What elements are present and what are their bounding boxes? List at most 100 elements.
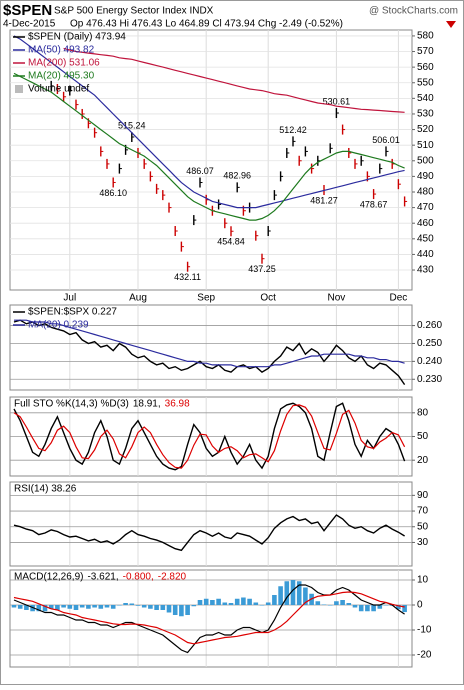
legend-label: MA(20) 0.239 — [28, 320, 89, 331]
price-bar — [186, 261, 189, 272]
histogram-bar — [253, 602, 259, 605]
histogram-bar — [377, 605, 383, 609]
x-tick-label: Oct — [260, 293, 276, 304]
y-tick-label: 90 — [417, 490, 429, 501]
price-annotation: 530.61 — [323, 96, 351, 106]
legend-label: MA(20) 495.30 — [28, 71, 95, 82]
histogram-bar — [92, 605, 97, 608]
histogram-bar — [86, 605, 91, 609]
price-bar — [155, 183, 158, 194]
series-line — [13, 584, 405, 654]
histogram-bar — [228, 603, 234, 605]
y-tick-label: 450 — [417, 233, 434, 244]
y-tick-label: 470 — [417, 202, 434, 213]
price-bar — [279, 171, 282, 182]
index-name: S&P 500 Energy Sector Index INDX — [54, 6, 214, 17]
price-annotation: 481.27 — [310, 195, 338, 205]
histogram-bar — [197, 600, 203, 605]
y-tick-label: 440 — [417, 249, 434, 260]
histogram-bar — [36, 605, 42, 612]
legend-swatch — [15, 85, 23, 93]
panel-value: 18.91, — [133, 399, 161, 410]
histogram-bar — [210, 600, 215, 605]
histogram-bar — [203, 598, 209, 605]
y-tick-label: 0 — [417, 600, 423, 611]
y-tick-label: 0.240 — [417, 356, 442, 367]
source: @ StockCharts.com — [369, 6, 458, 17]
y-tick-label: 430 — [417, 265, 434, 276]
histogram-bar — [340, 600, 345, 605]
price-annotation: 486.10 — [99, 188, 127, 198]
x-tick-label: Aug — [129, 293, 147, 304]
y-tick-label: 10 — [417, 575, 429, 586]
price-annotation: 437.25 — [248, 264, 276, 274]
price-annotation: 454.84 — [217, 237, 245, 247]
histogram-bar — [259, 605, 265, 606]
histogram-bar — [247, 598, 252, 605]
histogram-bar — [303, 587, 308, 605]
histogram-bar — [61, 605, 66, 608]
y-tick-label: 0.250 — [417, 338, 442, 349]
y-tick-label: 520 — [417, 124, 434, 135]
y-tick-label: 480 — [417, 187, 434, 198]
panel-value: -0.800, — [123, 572, 154, 583]
histogram-bar — [234, 598, 240, 605]
series-line — [14, 319, 405, 368]
histogram-bar — [129, 603, 135, 605]
series-line — [13, 404, 406, 469]
panel — [9, 569, 413, 668]
histogram-bar — [148, 605, 153, 609]
histogram-bar — [265, 602, 271, 605]
panel-title: RSI(14) 38.26 — [14, 484, 77, 495]
series-line — [13, 72, 405, 221]
histogram-bar — [11, 605, 17, 608]
y-tick-label: 460 — [417, 218, 434, 229]
price-annotation: 432.11 — [174, 272, 201, 282]
histogram-bar — [365, 605, 370, 612]
histogram-bar — [17, 605, 23, 609]
date: 4-Dec-2015 — [3, 19, 56, 30]
symbol: $SPEN — [3, 2, 52, 19]
histogram-bar — [160, 605, 166, 610]
histogram-bar — [141, 605, 147, 608]
price-annotation: 506.01 — [372, 135, 400, 145]
histogram-bar — [315, 601, 321, 605]
series-line — [13, 319, 406, 386]
legend-note: Volume undef — [28, 84, 89, 95]
histogram-bar — [352, 605, 358, 608]
panel-value: -3.621, — [87, 572, 118, 583]
price-bar — [372, 189, 375, 200]
price-annotation: 515.24 — [118, 120, 146, 130]
y-tick-label: -10 — [417, 625, 432, 636]
price-bar — [403, 196, 406, 207]
histogram-bar — [42, 605, 48, 612]
y-tick-label: 50 — [417, 521, 429, 532]
series-line — [13, 591, 405, 645]
histogram-bar — [98, 605, 104, 609]
histogram-bar — [179, 605, 184, 617]
histogram-bar — [185, 605, 190, 615]
histogram-bar — [191, 605, 197, 607]
panel — [9, 29, 413, 291]
histogram-bar — [358, 605, 364, 612]
histogram-bar — [290, 580, 296, 605]
price-bar — [341, 124, 344, 135]
price-annotation: 512.42 — [279, 125, 307, 135]
histogram-bar — [73, 605, 79, 610]
panel — [9, 304, 413, 391]
histogram-bar — [278, 586, 283, 605]
histogram-bar — [110, 605, 116, 609]
y-tick-label: 540 — [417, 93, 434, 104]
y-tick-label: 570 — [417, 46, 434, 57]
histogram-bar — [216, 598, 221, 605]
y-tick-label: 0.230 — [417, 374, 442, 385]
histogram-bar — [48, 605, 54, 609]
price-bar — [118, 163, 121, 174]
histogram-bar — [172, 605, 178, 615]
y-tick-label: 530 — [417, 109, 434, 120]
x-tick-label: Dec — [390, 293, 408, 304]
histogram-bar — [135, 605, 141, 606]
series-line — [13, 514, 405, 552]
legend-label: $SPEN (Daily) 473.94 — [28, 32, 126, 43]
